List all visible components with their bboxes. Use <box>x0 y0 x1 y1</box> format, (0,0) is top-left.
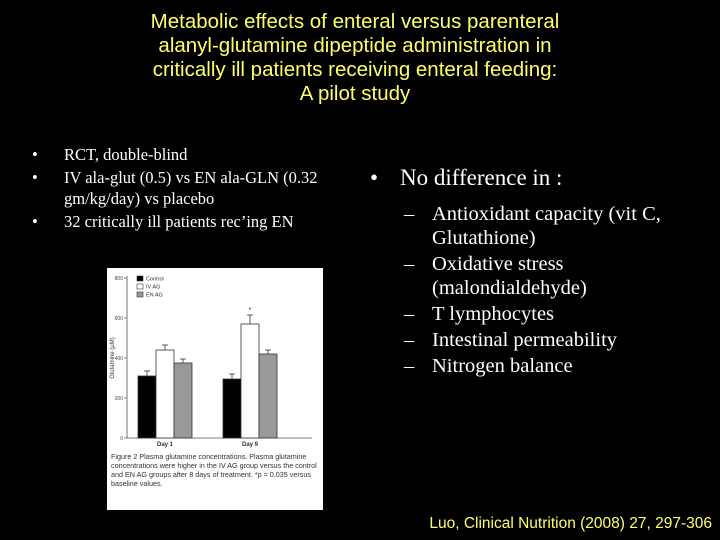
finding-item: – Oxidative stress (malondialdehyde) <box>370 252 715 300</box>
findings-heading: • No difference in : <box>370 164 715 192</box>
bullet-item: • IV ala-glut (0.5) vs EN ala-GLN (0.32 … <box>30 167 360 209</box>
title-line-3: critically ill patients receiving entera… <box>152 58 558 81</box>
bar-control <box>137 375 157 439</box>
y-tick-label: 600 <box>115 316 124 322</box>
dash-glyph: – <box>404 253 415 275</box>
finding-item: – Antioxidant capacity (vit C, Glutathio… <box>370 202 715 250</box>
dash-glyph: – <box>404 303 415 325</box>
y-axis-label: Glutamine (μM) <box>110 337 116 378</box>
slide-title: Metabolic effects of enteral versus pare… <box>60 10 650 106</box>
study-design-list: • RCT, double-blind • IV ala-glut (0.5) … <box>30 144 360 234</box>
title-line-4: A pilot study <box>299 82 411 105</box>
bullet-glyph: • <box>32 168 38 187</box>
bullet-item: • 32 critically ill patients rec’ing EN <box>30 211 360 232</box>
dash-glyph: – <box>404 203 415 225</box>
finding-item: – Nitrogen balance <box>370 354 715 378</box>
bullet-glyph: • <box>370 165 379 190</box>
y-tick-label: 800 <box>115 276 124 282</box>
legend-label: EN AG <box>146 293 163 299</box>
citation: Luo, Clinical Nutrition (2008) 27, 297-3… <box>429 515 712 532</box>
bar-en-ag <box>258 353 278 439</box>
bar-en-ag <box>173 362 193 439</box>
y-tick-label: 400 <box>115 356 124 362</box>
bar-iv-ag <box>155 349 175 439</box>
findings-heading-text: No difference in : <box>400 165 563 190</box>
significance-annotation: * <box>249 307 252 314</box>
title-line-2: alanyl-glutamine dipeptide administratio… <box>158 34 552 57</box>
findings-list: • No difference in : – Antioxidant capac… <box>370 164 715 380</box>
legend-swatch <box>136 291 144 298</box>
glutamine-figure: 0 200 400 600 800 Glutamine (μM) Day 1 * Day 9 Co… <box>107 268 323 510</box>
bullet-text: RCT, double-blind <box>64 145 188 164</box>
figure-caption: Figure 2 Plasma glutamine concentrations… <box>111 452 317 488</box>
x-tick-label: Day 9 <box>242 442 259 448</box>
x-tick-label: Day 1 <box>157 442 174 448</box>
finding-text: Intestinal permeability <box>432 329 618 351</box>
finding-text: Antioxidant capacity (vit C, Glutathione… <box>432 203 661 249</box>
bar-control <box>222 378 242 439</box>
finding-text: T lymphocytes <box>432 303 555 325</box>
title-line-1: Metabolic effects of enteral versus pare… <box>150 10 560 33</box>
finding-item: – T lymphocytes <box>370 302 715 326</box>
finding-text: Nitrogen balance <box>432 355 573 377</box>
bullet-text: 32 critically ill patients rec’ing EN <box>64 212 294 231</box>
bullet-item: • RCT, double-blind <box>30 144 360 165</box>
legend-label: IV AG <box>146 285 160 291</box>
finding-item: – Intestinal permeability <box>370 328 715 352</box>
glutamine-bar-chart: 0 200 400 600 800 Glutamine (μM) Day 1 * Day 9 Co… <box>110 275 312 448</box>
dash-glyph: – <box>404 329 415 351</box>
dash-glyph: – <box>404 355 415 377</box>
bullet-glyph: • <box>32 145 38 164</box>
finding-text: Oxidative stress (malondialdehyde) <box>432 253 587 299</box>
legend-swatch <box>136 275 144 282</box>
y-tick-label: 0 <box>120 436 123 442</box>
bullet-glyph: • <box>32 212 38 231</box>
y-tick-label: 200 <box>115 396 124 402</box>
bar-iv-ag <box>240 323 260 439</box>
bullet-text: IV ala-glut (0.5) vs EN ala-GLN (0.32 gm… <box>64 168 318 208</box>
legend-swatch <box>136 283 144 290</box>
legend-label: Control <box>146 277 164 283</box>
